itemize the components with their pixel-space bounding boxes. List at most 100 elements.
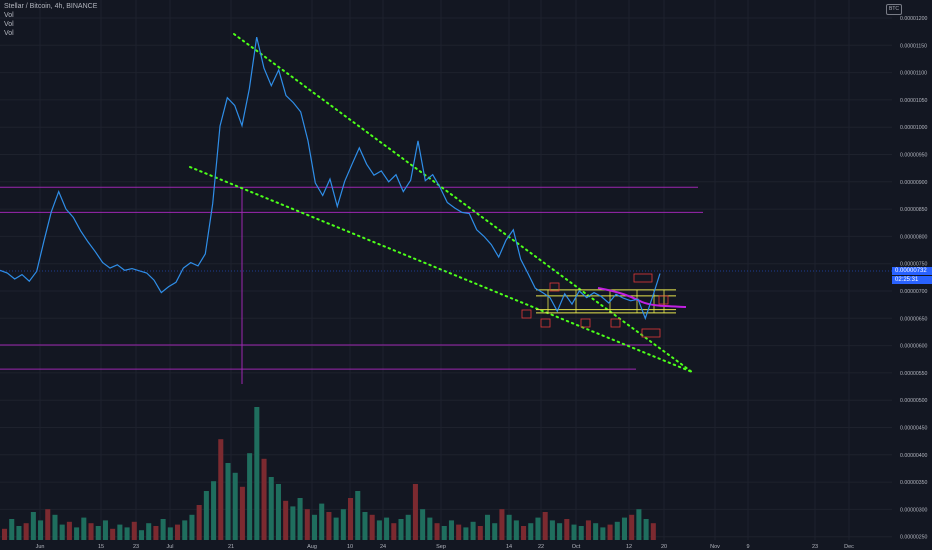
volume-bar	[412, 484, 418, 540]
current-price-tag: 0.00000732	[892, 267, 932, 275]
volume-bar	[441, 526, 447, 540]
signal-marker	[658, 295, 669, 305]
volume-bar	[391, 523, 397, 540]
volume-bar	[232, 472, 238, 540]
volume-bar	[463, 527, 469, 540]
volume-bar	[38, 520, 44, 540]
x-tick-label: Jul	[166, 544, 173, 550]
volume-bar	[427, 517, 433, 540]
volume-bar	[355, 491, 361, 540]
volume-bar	[297, 498, 303, 540]
volume-bar	[283, 500, 289, 540]
volume-bar	[124, 527, 130, 540]
x-tick-label: 15	[98, 544, 104, 550]
volume-bar	[477, 526, 483, 540]
volume-bar	[30, 512, 36, 540]
volume-bar	[203, 491, 209, 540]
volume-bar	[593, 523, 599, 540]
y-tick-label: 0.00000250	[900, 535, 928, 541]
currency-badge[interactable]: BTC	[886, 4, 902, 15]
y-tick-label: 0.00000600	[900, 344, 928, 350]
signal-marker	[580, 318, 591, 328]
volume-bar	[448, 520, 454, 540]
volume-bar	[340, 509, 346, 540]
volume-bar	[650, 523, 656, 540]
moving-average-curve	[597, 287, 687, 308]
upper-trendline[interactable]	[233, 33, 693, 373]
volume-bar	[600, 527, 606, 540]
volume-bar	[405, 514, 411, 540]
signal-marker	[641, 328, 661, 338]
y-tick-label: 0.00000900	[900, 180, 928, 186]
volume-bar	[319, 503, 325, 540]
volume-bar	[557, 523, 563, 540]
volume-bar	[484, 514, 491, 540]
volume-bar	[268, 477, 274, 540]
volume-bar	[146, 523, 152, 540]
volume-bar	[66, 521, 72, 540]
price-series-line	[0, 36, 661, 321]
volume-bar	[254, 407, 260, 540]
x-tick-label: Nov	[710, 544, 720, 550]
volume-bar	[247, 453, 253, 540]
volume-bar	[138, 530, 145, 540]
volume-bar	[607, 524, 613, 540]
y-tick-label: 0.00000700	[900, 289, 928, 295]
volume-bar	[643, 519, 649, 540]
volume-bar	[81, 517, 87, 540]
volume-indicator-label[interactable]: Vol	[4, 30, 14, 37]
signal-marker	[521, 309, 532, 319]
y-tick-label: 0.00001150	[900, 43, 927, 49]
volume-bar	[434, 523, 440, 540]
volume-bar	[376, 520, 382, 540]
symbol-title[interactable]: Stellar / Bitcoin, 4h, BINANCE	[4, 3, 98, 10]
volume-bar	[384, 517, 390, 540]
volume-bar	[621, 517, 628, 540]
volume-bar	[290, 506, 296, 540]
volume-bar	[16, 526, 22, 540]
signal-markers	[521, 273, 669, 338]
volume-bar	[629, 514, 635, 540]
volume-indicator-label[interactable]: Vol	[4, 12, 14, 19]
volume-bar	[521, 526, 527, 540]
x-tick-label: 10	[347, 544, 353, 550]
signal-marker	[610, 318, 621, 328]
y-tick-label: 0.00000300	[900, 507, 928, 513]
volume-bar	[189, 514, 195, 540]
volume-bar	[182, 520, 188, 540]
y-tick-label: 0.00000850	[900, 207, 928, 213]
volume-bar	[470, 521, 476, 540]
x-tick-label: Aug	[307, 544, 317, 550]
x-tick-label: Sep	[436, 544, 446, 550]
volume-bar	[153, 526, 159, 540]
x-tick-label: 22	[538, 544, 544, 550]
y-tick-label: 0.00000800	[900, 234, 928, 240]
volume-bar	[333, 517, 339, 540]
signal-marker	[549, 282, 560, 292]
y-tick-label: 0.00001050	[900, 98, 928, 104]
x-tick-label: Dec	[844, 544, 854, 550]
y-tick-label: 0.00000350	[900, 480, 928, 486]
x-tick-label: 24	[380, 544, 386, 550]
volume-bar	[571, 524, 577, 540]
volume-bar	[585, 520, 591, 540]
volume-bar	[160, 519, 166, 540]
volume-bar	[239, 486, 245, 540]
volume-indicator-label[interactable]: Vol	[4, 21, 14, 28]
volume-bar	[513, 520, 519, 540]
lower-trendline[interactable]	[189, 166, 693, 373]
time-axis[interactable]: Jun 15 23 Jul 21 Aug 10 24 Sep 14 22 Oct 12 20 Nov 9 23 D…	[36, 544, 855, 550]
volume-bars	[2, 407, 656, 540]
volume-bar	[420, 509, 426, 540]
volume-bar	[528, 523, 534, 540]
x-tick-label: 12	[626, 544, 632, 550]
volume-bar	[45, 509, 51, 540]
volume-bar	[59, 524, 65, 540]
volume-bar	[196, 505, 202, 540]
volume-bar	[167, 527, 173, 540]
price-axis[interactable]: 0.00001200 0.00001150 0.00001100 0.00001050…	[900, 16, 928, 541]
y-tick-label: 0.00001100	[900, 71, 927, 77]
horizontal-levels	[0, 186, 703, 370]
